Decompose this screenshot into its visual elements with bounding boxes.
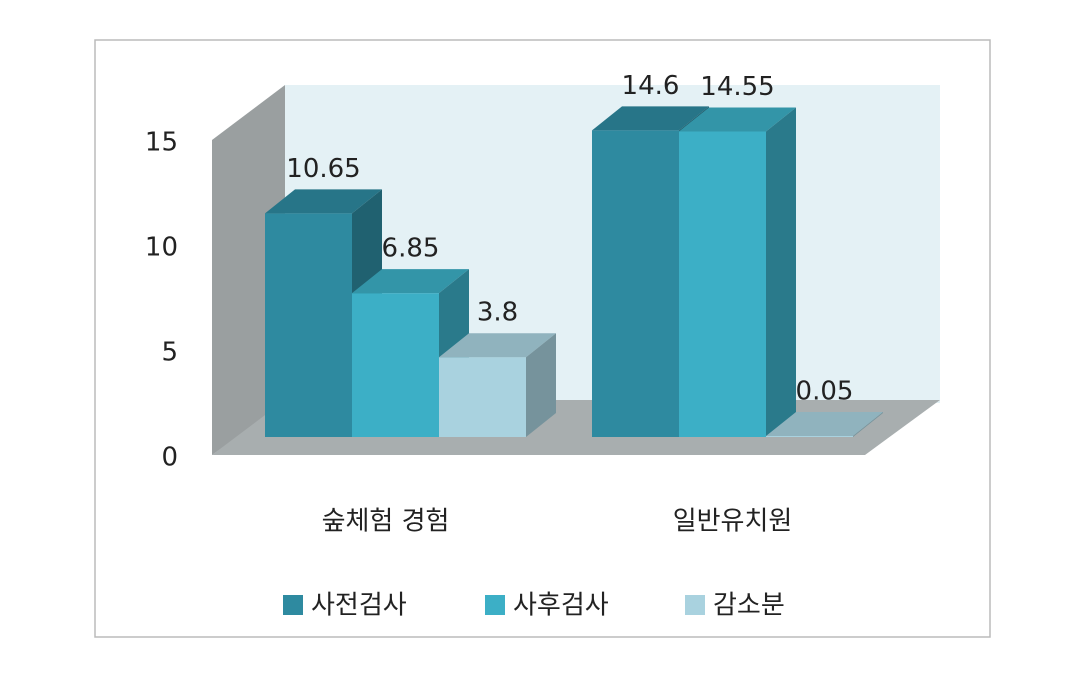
legend-swatch (283, 595, 303, 615)
legend-label: 사전검사 (311, 591, 407, 621)
y-tick-label: 0 (161, 443, 178, 473)
bar (265, 213, 352, 437)
bar (592, 130, 679, 437)
y-tick-label: 10 (145, 233, 178, 263)
x-tick-label: 숲체험 경험 (322, 507, 450, 537)
bar (439, 357, 526, 437)
bar (679, 131, 766, 437)
bar-top (265, 189, 382, 214)
data-label: 0.05 (796, 376, 854, 406)
bar-side (526, 333, 556, 437)
legend-swatch (685, 595, 705, 615)
data-label: 10.65 (286, 154, 360, 184)
bar-top (766, 411, 883, 436)
bar-side (853, 411, 883, 437)
bar-top (679, 107, 796, 132)
legend-swatch (485, 595, 505, 615)
bar-side (766, 107, 796, 437)
bar (766, 435, 853, 437)
legend-label: 감소분 (713, 591, 785, 621)
y-tick-label: 15 (145, 128, 178, 158)
legend-label: 사후검사 (513, 591, 609, 621)
bar (352, 293, 439, 437)
data-label: 3.8 (477, 298, 518, 328)
data-label: 6.85 (382, 234, 440, 264)
bar-top (439, 333, 556, 358)
x-tick-label: 일반유치원 (673, 507, 793, 537)
bar-top (352, 269, 469, 294)
data-label: 14.6 (622, 71, 680, 101)
data-label: 14.55 (700, 72, 774, 102)
y-tick-label: 5 (161, 338, 178, 368)
bar-top (592, 106, 709, 131)
